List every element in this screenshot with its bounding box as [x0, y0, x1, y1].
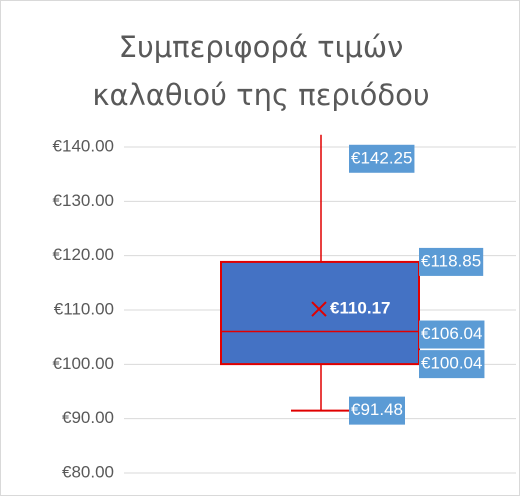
y-tick-label: €130.00 — [53, 191, 114, 210]
data-label: €106.04 — [421, 324, 482, 343]
data-label-bg — [349, 396, 405, 425]
data-label: €118.85 — [421, 251, 481, 270]
y-tick-label: €140.00 — [53, 136, 114, 155]
data-label-bg — [349, 144, 415, 173]
y-tick-label: €90.00 — [62, 408, 114, 427]
data-label: €91.48 — [351, 400, 403, 419]
y-tick-label: €110.00 — [54, 299, 114, 318]
mean-marker — [311, 301, 327, 317]
y-tick-label: €80.00 — [62, 462, 114, 481]
data-label: €110.17 — [330, 299, 391, 318]
data-label: €142.25 — [351, 148, 412, 167]
box — [220, 260, 420, 366]
data-label-bg — [419, 350, 485, 379]
data-label-bg — [419, 247, 484, 276]
y-tick-label: €100.00 — [53, 354, 114, 373]
y-tick-label: €120.00 — [53, 245, 114, 264]
data-label: €100.04 — [421, 354, 482, 373]
chart-title: Συμπεριφορά τιμών καλαθιού της περιόδου — [92, 30, 430, 112]
data-label-bg — [419, 320, 485, 349]
